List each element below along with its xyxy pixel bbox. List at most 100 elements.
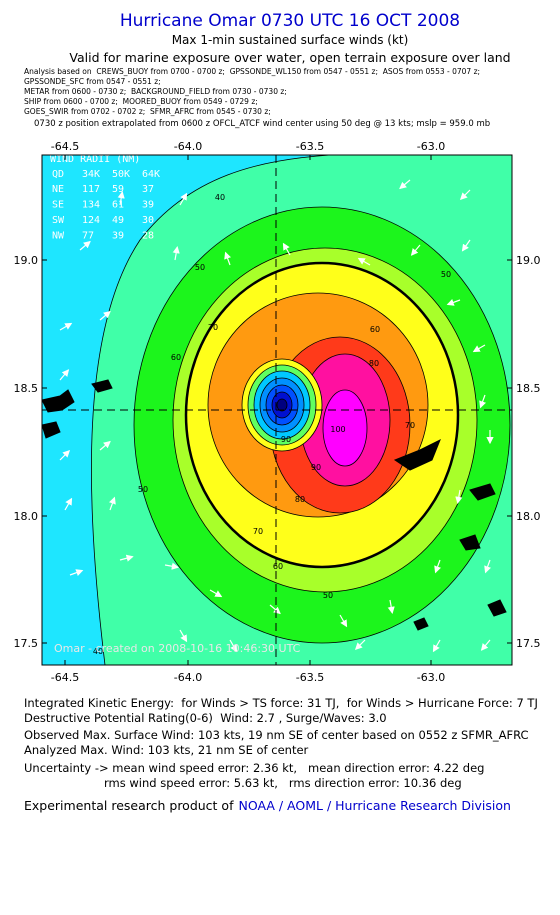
wind-arrow <box>479 394 486 409</box>
wind-arrow <box>339 614 348 628</box>
analysis-line: Analysis based on CREWS_BUOY from 0700 -… <box>24 67 480 76</box>
wind-arrow <box>59 369 70 381</box>
contour-label: 50 <box>195 263 205 272</box>
radii-cell: 49 <box>112 215 124 226</box>
x-tick-label: -63.5 <box>296 671 324 684</box>
wind-arrow <box>79 240 91 251</box>
plot-frame <box>41 154 513 666</box>
wind-arrow <box>69 569 84 576</box>
contour-label: 90 <box>311 463 321 472</box>
wind-arrow <box>164 562 179 570</box>
radii-cell: SW <box>52 215 65 226</box>
radii-cell: 124 <box>82 215 100 226</box>
wind-arrow <box>119 554 134 562</box>
radii-cell: 61 <box>112 200 124 211</box>
contour-label: 50 <box>323 591 333 600</box>
contour-label: 70 <box>208 323 218 332</box>
wind-arrow <box>269 604 281 615</box>
radii-cell: NW <box>52 231 65 242</box>
wind-arrow <box>472 344 486 353</box>
wind-arrow <box>459 189 471 201</box>
wind-arrow <box>461 239 471 252</box>
product-prefix: Experimental research product of <box>24 798 234 813</box>
x-tick-label: -63.5 <box>296 140 324 153</box>
radii-cell: 77 <box>82 231 94 242</box>
contour-label: 50 <box>138 485 148 494</box>
y-tick-label: 18.0 <box>516 510 541 523</box>
radii-cell: 117 <box>82 184 100 195</box>
x-tick-label: -64.5 <box>51 140 79 153</box>
wind-arrow <box>172 246 180 261</box>
contour-label: 90 <box>281 435 291 444</box>
wind-arrow <box>179 629 188 643</box>
radii-header: 50K <box>112 169 130 180</box>
wind-arrow <box>59 322 73 331</box>
wind-arrow <box>64 497 73 511</box>
wind-arrow <box>357 257 371 266</box>
contour-100 <box>322 389 368 467</box>
wind-arrow <box>387 599 395 614</box>
contour-label: 50 <box>441 270 451 279</box>
radii-cell: 28 <box>142 231 154 242</box>
footer-line: rms wind speed error: 5.63 kt, rms direc… <box>104 776 462 790</box>
x-tick-label: -64.0 <box>174 140 202 153</box>
wind-arrow <box>446 299 461 306</box>
wind-arrow <box>410 244 421 256</box>
contour-label: 60 <box>370 325 380 334</box>
radii-cell: SE <box>52 200 64 211</box>
wind-arrow <box>209 589 223 598</box>
contour-label: 60 <box>171 353 181 362</box>
y-tick-label: 18.5 <box>14 382 39 395</box>
wind-arrow <box>282 242 291 256</box>
x-tick-label: -63.0 <box>417 140 445 153</box>
analysis-line: METAR from 0600 - 0730 z; BACKGROUND_FIE… <box>24 87 287 96</box>
radii-header: 34K <box>82 169 100 180</box>
radii-title: WIND RADII (NM) <box>50 154 140 165</box>
eye <box>276 398 288 412</box>
wind-arrow <box>354 639 366 651</box>
contour-label: 60 <box>273 562 283 571</box>
footer-line: Uncertainty -> mean wind speed error: 2.… <box>24 761 484 775</box>
wind-arrow <box>434 559 441 574</box>
contour-labels: 40 50 60 70 50 60 80 70 90 80 70 60 50 50 40 100 90 <box>93 193 451 656</box>
wind-arrow <box>99 440 111 451</box>
contour-label: 80 <box>369 359 379 368</box>
coastlines <box>42 379 507 631</box>
footer: Integrated Kinetic Energy: for Winds > T… <box>24 696 538 790</box>
wind-radii-table: WIND RADII (NM) QD 34K 50K 64K NE 117 59 37 SE 13… <box>50 154 160 242</box>
analysis-notes: Analysis based on CREWS_BUOY from 0700 -… <box>24 67 480 116</box>
y-tick-label: 18.0 <box>14 510 39 523</box>
x-tick-label: -64.0 <box>174 671 202 684</box>
subtitle: Max 1-min sustained surface winds (kt) <box>172 33 409 47</box>
radii-cell: 39 <box>142 200 154 211</box>
wind-field: 40 50 60 70 50 60 80 70 90 80 70 60 50 50 40 100 90 Omar… <box>42 154 512 665</box>
title: Hurricane Omar 0730 UTC 16 OCT 2008 <box>120 11 460 31</box>
contour-label: 40 <box>93 647 103 656</box>
y-tick-label: 17.5 <box>516 637 541 650</box>
radii-header: 64K <box>142 169 160 180</box>
footer-line: Analyzed Max. Wind: 103 kts, 21 nm SE of… <box>24 743 309 757</box>
radii-cell: 39 <box>112 231 124 242</box>
wind-arrow <box>59 449 71 461</box>
y-tick-label: 17.5 <box>14 637 39 650</box>
y-tick-label: 19.0 <box>14 254 39 267</box>
contour-label: 80 <box>295 495 305 504</box>
product-line: Experimental research product of NOAA / A… <box>24 798 511 813</box>
wind-arrow <box>229 639 238 653</box>
contour-label: 40 <box>215 193 225 202</box>
analysis-line: SHIP from 0600 - 0700 z; MOORED_BUOY fro… <box>24 97 258 106</box>
contour-label: 70 <box>253 527 263 536</box>
radii-cell: 30 <box>142 215 154 226</box>
wind-arrow <box>117 191 125 206</box>
wind-arrow <box>109 496 116 511</box>
product-link[interactable]: NOAA / AOML / Hurricane Research Divisio… <box>238 798 510 813</box>
y-tick-label: 19.0 <box>516 254 541 267</box>
radii-cell: 59 <box>112 184 124 195</box>
credit: Omar - created on 2008-10-16 10:46:30 UT… <box>54 642 301 655</box>
position-note: 0730 z position extrapolated from 0600 z… <box>34 119 490 129</box>
footer-line: Integrated Kinetic Energy: for Winds > T… <box>24 696 538 710</box>
wind-arrow <box>399 179 411 190</box>
wind-arrow <box>484 559 491 574</box>
axes: -64.5 -64.5 -64.0 -64.0 -63.5 -63.5 -63.0 -63.0… <box>14 140 541 684</box>
